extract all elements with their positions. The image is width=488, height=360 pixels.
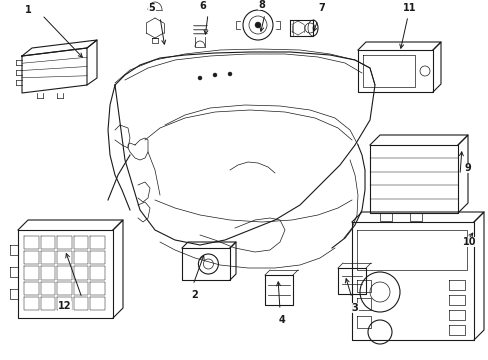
Circle shape — [227, 72, 231, 76]
Text: 6: 6 — [199, 1, 206, 11]
Text: 1: 1 — [24, 5, 31, 15]
Text: 7: 7 — [318, 3, 325, 13]
Circle shape — [198, 76, 202, 80]
Circle shape — [213, 73, 217, 77]
Text: 2: 2 — [191, 290, 198, 300]
Circle shape — [254, 22, 261, 28]
Text: 11: 11 — [403, 3, 416, 13]
Text: 8: 8 — [258, 0, 265, 10]
Text: 4: 4 — [278, 315, 285, 325]
Text: 3: 3 — [351, 303, 358, 313]
Text: 10: 10 — [462, 237, 476, 247]
Text: 9: 9 — [464, 163, 470, 173]
Text: 5: 5 — [148, 3, 155, 13]
Text: 12: 12 — [58, 301, 72, 311]
